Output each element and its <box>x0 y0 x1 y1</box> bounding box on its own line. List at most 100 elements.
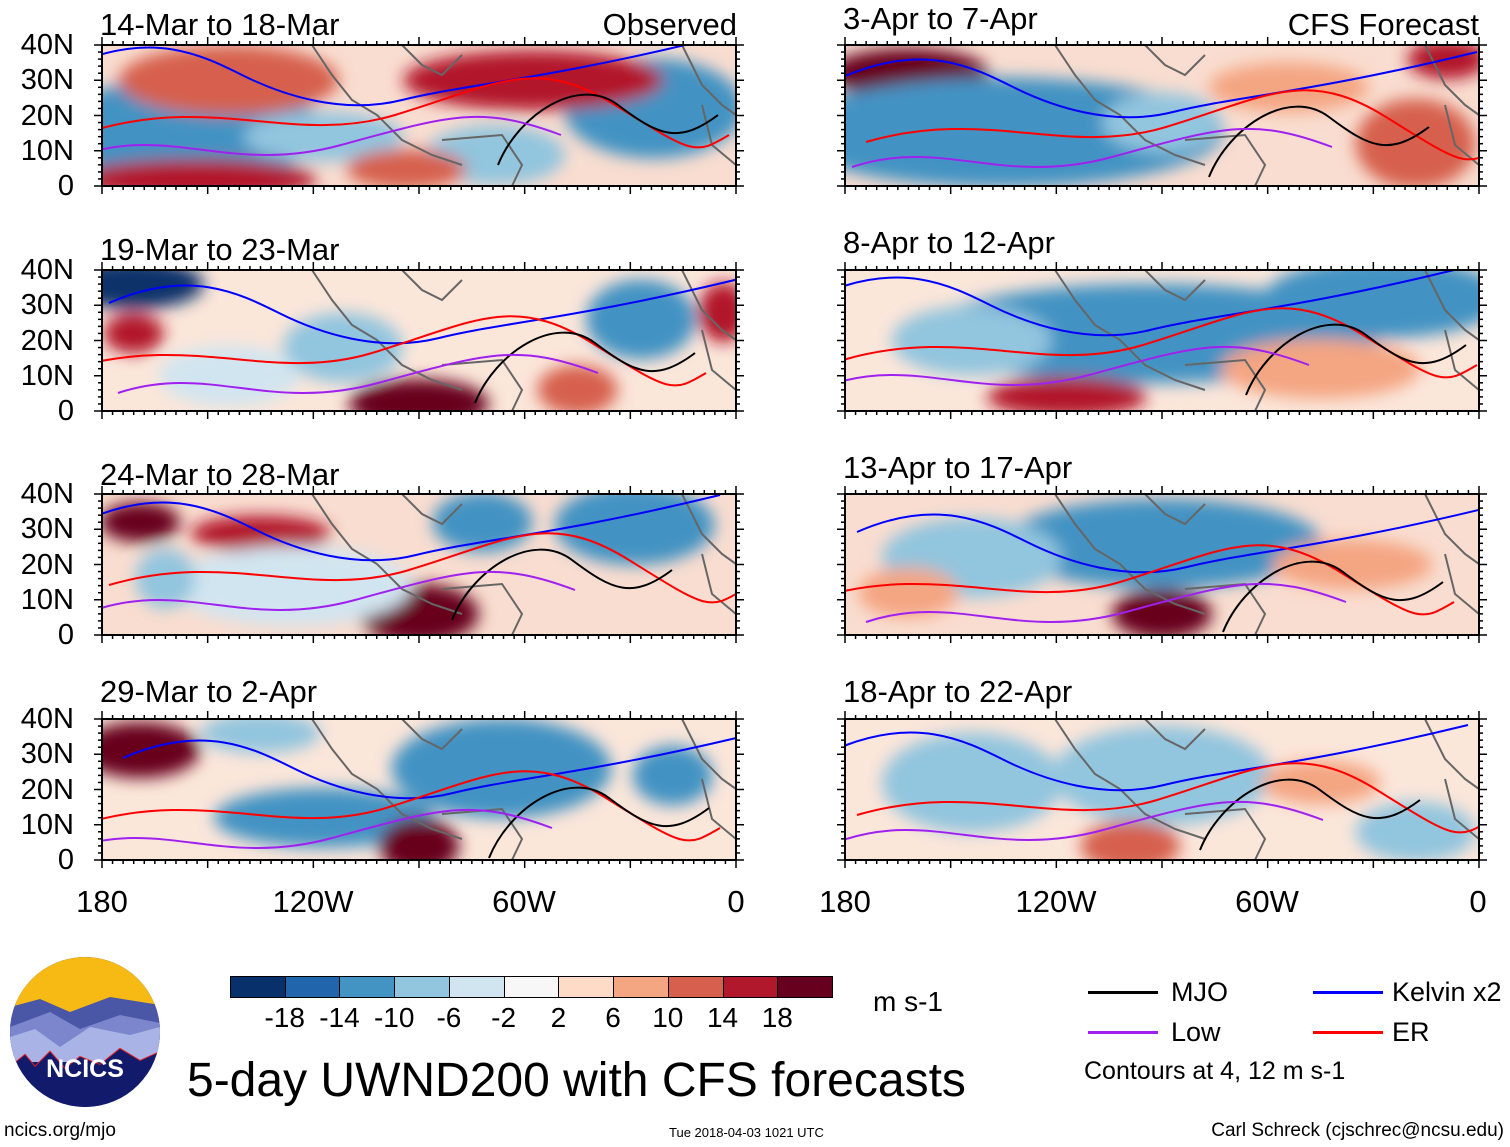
wind-anomaly-region <box>1407 45 1479 80</box>
contour-line <box>102 494 721 562</box>
contour-line <box>845 345 1310 386</box>
website-link[interactable]: ncics.org/mjo <box>4 1120 116 1141</box>
wind-anomaly-region <box>102 502 181 543</box>
colorbar-swatch <box>722 976 779 998</box>
coastline <box>1054 270 1479 411</box>
contour-line <box>1208 105 1430 178</box>
lat-label: 30N <box>20 513 74 546</box>
wind-anomaly-region <box>698 282 736 343</box>
colorbar-tick-label: -18 <box>264 1002 305 1033</box>
coastline <box>1054 719 1479 860</box>
wind-anomaly-region <box>282 312 403 383</box>
contour-line <box>102 315 707 387</box>
coastline <box>1054 494 1479 635</box>
lat-label: 40N <box>20 29 74 61</box>
contour-line <box>122 736 736 800</box>
coastline <box>1054 45 1479 186</box>
colorbar-tick-label: -10 <box>373 1002 415 1033</box>
lon-label: 120W <box>1015 884 1097 919</box>
legend-line-er <box>1313 1031 1383 1034</box>
lat-label: 20N <box>20 548 74 581</box>
wind-anomaly-region <box>103 313 164 354</box>
lat-label: 0 <box>57 844 74 876</box>
colorbar-swatch <box>558 976 615 998</box>
uwnd-map <box>837 262 1487 419</box>
map-panel-observed-2 <box>94 262 744 419</box>
colorbar-swatch <box>503 976 560 998</box>
ncics-logo: NCICS <box>10 957 160 1107</box>
units-label: m s-1 <box>873 986 943 1017</box>
panel-title: 8-Apr to 12-Apr <box>843 225 1055 260</box>
wind-anomaly-region <box>881 732 1062 833</box>
coastline <box>311 494 736 635</box>
wind-anomaly-region <box>1272 539 1433 590</box>
wind-anomaly-region <box>632 745 713 806</box>
lat-label: 40N <box>20 478 74 510</box>
contour-line <box>497 93 719 166</box>
contour-line <box>102 45 690 107</box>
colorbar-tick-label: -2 <box>491 1002 517 1033</box>
panel-title: 19-Mar to 23-Mar <box>100 232 340 267</box>
colorbar-tick-label: -6 <box>436 1002 462 1033</box>
contour-line <box>102 77 730 149</box>
colorbar-swatch <box>777 976 833 998</box>
wind-anomaly-region <box>346 149 467 186</box>
panel-title: 29-Mar to 2-Apr <box>100 674 318 709</box>
colorbar-tick-label: 14 <box>706 1002 739 1033</box>
colorbar-tick-label: 10 <box>652 1002 684 1033</box>
wind-anomaly-region <box>432 494 533 553</box>
wind-anomaly-region <box>135 548 196 609</box>
lat-label: 30N <box>20 289 74 322</box>
coastline <box>311 270 736 411</box>
contour-line <box>845 800 1324 841</box>
contour-line <box>108 532 736 604</box>
contour-line <box>856 508 1479 574</box>
contour-line <box>488 786 710 859</box>
lon-label: 0 <box>727 884 745 919</box>
wind-anomaly-region <box>391 719 612 819</box>
uwnd-map <box>94 711 744 868</box>
uwnd-map <box>94 37 744 194</box>
contour-line <box>102 770 721 842</box>
lat-label: 20N <box>20 773 74 806</box>
contour-line <box>117 353 599 394</box>
lon-label: 180 <box>76 884 128 919</box>
timestamp: Tue 2018-04-03 1021 UTC <box>669 1125 824 1140</box>
lat-label: 10N <box>20 808 74 841</box>
lat-label: 20N <box>20 99 74 132</box>
observed-label: Observed <box>602 7 737 42</box>
wind-anomaly-region <box>102 158 318 186</box>
lon-label: 120W <box>272 884 354 919</box>
contour-line <box>474 331 696 404</box>
colorbar-swatch <box>613 976 669 998</box>
map-panel-observed-1 <box>94 37 744 194</box>
wind-anomaly-region <box>554 494 715 566</box>
wind-anomaly-region <box>1355 98 1476 186</box>
lon-label: 0 <box>1469 884 1487 919</box>
coastline <box>311 719 736 860</box>
legend-line-low <box>1088 1031 1158 1034</box>
lat-label: 20N <box>20 324 74 357</box>
forecast-label: CFS Forecast <box>1287 7 1479 42</box>
wind-anomaly-region <box>1002 498 1322 589</box>
wind-anomaly-region <box>891 305 1052 376</box>
contour-line <box>845 51 1478 119</box>
contour-line <box>451 548 673 621</box>
wind-anomaly-region <box>349 378 489 411</box>
wind-anomaly-region <box>1080 820 1181 860</box>
contour-line <box>1199 778 1421 851</box>
contour-line <box>845 544 1455 616</box>
colorbar-swatch <box>284 976 341 998</box>
uwnd-map <box>837 37 1487 194</box>
uwnd-map <box>837 486 1487 643</box>
lat-label: 40N <box>20 703 74 735</box>
wind-anomaly-region <box>1052 725 1272 826</box>
author-credit: Carl Schreck (cjschrec@ncsu.edu) <box>1211 1120 1504 1141</box>
lon-label: 60W <box>492 884 556 919</box>
contour-line <box>1245 323 1467 396</box>
wind-anomaly-region <box>102 722 201 779</box>
contour-line <box>102 570 576 611</box>
colorbar-swatch <box>394 976 450 998</box>
lat-label: 10N <box>20 583 74 616</box>
